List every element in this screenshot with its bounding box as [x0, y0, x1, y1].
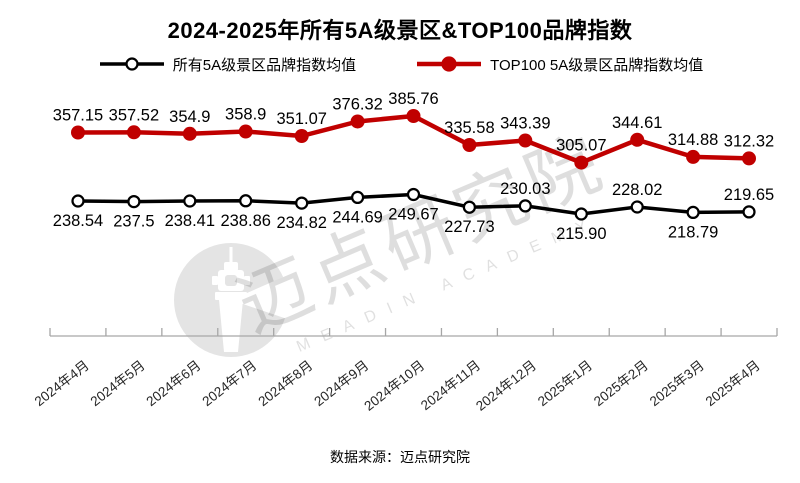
data-point-marker[interactable]	[182, 126, 197, 141]
legend-item[interactable]: TOP100 5A级景区品牌指数均值	[414, 54, 703, 75]
x-axis-label: 2024年12月	[473, 358, 539, 414]
x-axis-label: 2025年4月	[703, 358, 763, 410]
data-point-marker[interactable]	[71, 125, 85, 140]
series-all-5a: 238.54 237.5 238.41 238.86 234.82 244.69 249.6…	[53, 180, 774, 243]
data-point-marker[interactable]	[630, 132, 645, 147]
data-label: 344.61	[612, 114, 662, 132]
x-axis-label: 2025年2月	[591, 358, 651, 410]
data-label: 305.07	[556, 137, 606, 155]
data-point-marker[interactable]	[350, 190, 365, 205]
x-axis-label: 2024年8月	[255, 358, 315, 410]
data-label: 312.32	[724, 132, 774, 150]
legend-label: 所有5A级景区品牌指数均值	[172, 56, 357, 74]
x-axis-label: 2024年7月	[199, 358, 259, 410]
filled-circle-line-swatch-icon	[417, 56, 482, 72]
x-axis-label: 2025年1月	[535, 358, 595, 410]
data-point-marker[interactable]	[630, 200, 644, 214]
x-axis-label: 2024年11月	[418, 358, 483, 414]
data-point-marker[interactable]	[742, 205, 756, 219]
data-point-marker[interactable]	[238, 124, 253, 139]
data-point-marker[interactable]	[294, 129, 309, 143]
data-point-marker[interactable]	[742, 151, 756, 166]
data-point-marker[interactable]	[574, 155, 589, 170]
data-point-marker[interactable]	[462, 200, 477, 214]
data-label: 357.15	[53, 107, 103, 125]
x-axis-label: 2024年6月	[144, 358, 204, 410]
x-axis-label: 2025年3月	[647, 358, 707, 410]
data-label: 215.90	[556, 225, 606, 243]
data-label: 238.41	[165, 212, 215, 230]
data-label: 351.07	[276, 110, 326, 128]
tower-logo-icon	[212, 247, 250, 352]
data-label: 376.32	[332, 96, 382, 114]
data-point-marker[interactable]	[71, 194, 85, 208]
x-axis-label: 2024年4月	[32, 358, 92, 410]
data-label: 314.88	[668, 131, 718, 149]
data-label: 358.9	[225, 106, 266, 124]
data-label: 354.9	[169, 108, 210, 126]
data-point-marker[interactable]	[406, 187, 421, 202]
data-label: 234.82	[276, 214, 326, 232]
data-label: 385.76	[388, 90, 438, 108]
data-point-marker[interactable]	[126, 125, 141, 140]
data-point-marker[interactable]	[239, 194, 253, 208]
series-top100: 357.15 357.52 354.9 358.9 351.07 376.32 385.76…	[53, 90, 774, 170]
legend: 所有5A级景区品牌指数均值 TOP100 5A级景区品牌指数均值	[0, 54, 800, 74]
x-axis-label: 2024年10月	[361, 358, 427, 414]
data-source-note: 数据来源：迈点研究院	[330, 449, 470, 465]
data-point-marker[interactable]	[127, 194, 141, 209]
data-label: 238.54	[53, 212, 103, 230]
data-point-marker[interactable]	[518, 199, 532, 213]
data-point-marker[interactable]	[462, 138, 477, 152]
data-point-marker[interactable]	[406, 109, 421, 123]
data-label: 227.73	[444, 218, 494, 236]
data-point-marker[interactable]	[183, 194, 197, 208]
open-circle-line-swatch-icon	[99, 57, 164, 71]
data-label: 238.86	[220, 212, 270, 230]
data-point-marker[interactable]	[350, 114, 365, 129]
x-axis-label: 2024年5月	[88, 358, 148, 410]
legend-item[interactable]: 所有5A级景区品牌指数均值	[97, 54, 356, 75]
data-label: 357.52	[109, 106, 159, 124]
data-point-marker[interactable]	[686, 205, 700, 220]
data-label: 237.5	[113, 213, 154, 231]
data-label: 218.79	[668, 223, 718, 241]
data-point-marker[interactable]	[295, 196, 309, 210]
data-point-marker[interactable]	[518, 133, 533, 148]
data-label: 219.65	[724, 186, 774, 204]
chart-title: 2024-2025年所有5A级景区&TOP100品牌指数	[167, 18, 633, 43]
legend-label: TOP100 5A级景区品牌指数均值	[490, 56, 704, 74]
data-point-marker[interactable]	[574, 207, 588, 221]
data-label: 249.67	[388, 206, 438, 224]
data-label: 228.02	[612, 181, 662, 199]
data-point-marker[interactable]	[686, 149, 701, 164]
data-label: 244.69	[332, 208, 382, 226]
data-label: 230.03	[500, 180, 550, 198]
data-label: 335.58	[444, 119, 494, 137]
data-label: 343.39	[500, 115, 550, 133]
